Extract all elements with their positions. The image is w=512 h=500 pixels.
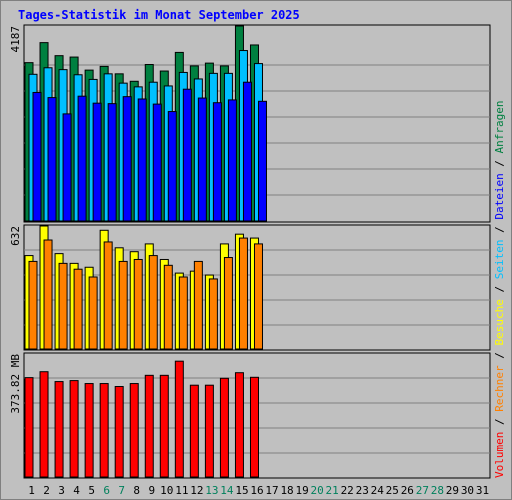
x-tick-label-7: 7 bbox=[118, 484, 125, 497]
x-tick-label-27: 27 bbox=[416, 484, 429, 497]
bar-volumen-day-10 bbox=[159, 374, 169, 478]
bar-rechner-day-14 bbox=[223, 257, 233, 350]
x-tick-label-23: 23 bbox=[356, 484, 369, 497]
bar-volumen-day-7 bbox=[114, 386, 124, 478]
x-tick-label-21: 21 bbox=[326, 484, 339, 497]
x-tick-label-20: 20 bbox=[311, 484, 324, 497]
x-tick-label-30: 30 bbox=[461, 484, 474, 497]
bar-dateien-day-11 bbox=[182, 88, 192, 222]
x-tick-label-11: 11 bbox=[175, 484, 188, 497]
x-tick-label-1: 1 bbox=[28, 484, 35, 497]
bar-volumen-day-4 bbox=[69, 380, 79, 478]
bar-dateien-day-10 bbox=[167, 111, 177, 222]
bar-dateien-day-4 bbox=[77, 95, 87, 222]
bar-dateien-day-2 bbox=[47, 97, 57, 222]
x-tick-label-28: 28 bbox=[431, 484, 444, 497]
x-tick-label-17: 17 bbox=[265, 484, 278, 497]
x-tick-label-2: 2 bbox=[43, 484, 50, 497]
bar-dateien-day-9 bbox=[152, 103, 162, 222]
bar-dateien-day-16 bbox=[257, 100, 267, 222]
x-tick-label-6: 6 bbox=[103, 484, 110, 497]
panel-frame-volume bbox=[23, 352, 491, 479]
bar-volumen-day-14 bbox=[219, 377, 229, 478]
bar-rechner-day-3 bbox=[58, 262, 68, 350]
bar-volumen-day-9 bbox=[144, 374, 154, 478]
bar-rechner-day-5 bbox=[88, 276, 98, 350]
y-max-label-volume: 373.82 MB bbox=[9, 354, 22, 414]
legend-separator: / bbox=[493, 153, 506, 173]
x-tick-label-16: 16 bbox=[250, 484, 263, 497]
bar-dateien-day-7 bbox=[122, 96, 132, 222]
bar-rechner-day-11 bbox=[178, 276, 188, 350]
x-tick-label-25: 25 bbox=[386, 484, 399, 497]
x-tick-label-12: 12 bbox=[190, 484, 203, 497]
legend-item-anfragen: Anfragen bbox=[493, 100, 506, 153]
bar-volumen-day-13 bbox=[204, 384, 214, 478]
bar-dateien-day-15 bbox=[242, 81, 252, 222]
bar-rechner-day-12 bbox=[193, 260, 203, 350]
bar-rechner-day-16 bbox=[253, 243, 263, 350]
legend-item-dateien: Dateien bbox=[493, 173, 506, 219]
x-tick-label-8: 8 bbox=[133, 484, 140, 497]
y-max-label-hits: 4187 bbox=[9, 26, 22, 53]
bar-dateien-day-1 bbox=[32, 91, 42, 222]
x-tick-label-4: 4 bbox=[73, 484, 80, 497]
chart-title: Tages-Statistik im Monat September 2025 bbox=[18, 8, 300, 22]
bar-volumen-day-1 bbox=[24, 377, 34, 478]
bar-volumen-day-3 bbox=[54, 381, 64, 478]
panel-frame-visits bbox=[23, 224, 491, 351]
x-tick-label-5: 5 bbox=[88, 484, 95, 497]
legend-item-rechner: Rechner bbox=[493, 365, 506, 412]
bar-volumen-day-11 bbox=[174, 360, 184, 478]
y-max-label-visits: 632 bbox=[9, 226, 22, 246]
bar-rechner-day-10 bbox=[163, 264, 173, 350]
legend-item-seiten: Seiten bbox=[493, 240, 506, 280]
x-tick-label-18: 18 bbox=[280, 484, 293, 497]
x-tick-label-24: 24 bbox=[371, 484, 385, 497]
bar-dateien-day-5 bbox=[92, 102, 102, 222]
x-tick-label-15: 15 bbox=[235, 484, 248, 497]
legend-separator: / bbox=[493, 346, 506, 366]
legend-separator: / bbox=[493, 279, 506, 299]
bar-volumen-day-15 bbox=[234, 372, 244, 478]
bar-rechner-day-7 bbox=[118, 260, 128, 350]
bar-volumen-day-6 bbox=[99, 383, 109, 478]
x-tick-label-29: 29 bbox=[446, 484, 459, 497]
bar-volumen-day-12 bbox=[189, 384, 199, 478]
bar-dateien-day-13 bbox=[212, 102, 222, 222]
bar-rechner-day-2 bbox=[43, 239, 53, 350]
bar-dateien-day-3 bbox=[62, 113, 72, 222]
x-tick-label-19: 19 bbox=[295, 484, 308, 497]
bar-volumen-day-8 bbox=[129, 383, 139, 478]
legend-item-volumen: Volumen bbox=[493, 432, 506, 478]
bar-dateien-day-8 bbox=[137, 98, 147, 222]
bar-rechner-day-9 bbox=[148, 255, 158, 350]
x-tick-label-31: 31 bbox=[476, 484, 489, 497]
legend-item-besuche: Besuche bbox=[493, 299, 506, 345]
bar-dateien-day-12 bbox=[197, 97, 207, 222]
bar-rechner-day-6 bbox=[103, 241, 113, 350]
bar-rechner-day-1 bbox=[28, 260, 38, 350]
x-tick-label-13: 13 bbox=[205, 484, 218, 497]
bar-volumen-day-2 bbox=[39, 371, 49, 478]
legend-separator: / bbox=[493, 412, 506, 432]
bar-rechner-day-13 bbox=[208, 278, 218, 350]
bar-volumen-day-5 bbox=[84, 383, 94, 478]
bar-dateien-day-14 bbox=[227, 99, 237, 222]
x-tick-label-3: 3 bbox=[58, 484, 65, 497]
x-tick-label-10: 10 bbox=[160, 484, 173, 497]
panel-frame-hits bbox=[23, 24, 491, 223]
bar-rechner-day-8 bbox=[133, 258, 143, 350]
x-tick-label-22: 22 bbox=[341, 484, 354, 497]
bar-volumen-day-16 bbox=[249, 376, 259, 478]
legend-separator: / bbox=[493, 220, 506, 240]
x-tick-label-26: 26 bbox=[401, 484, 414, 497]
bar-dateien-day-6 bbox=[107, 103, 117, 222]
bar-rechner-day-4 bbox=[73, 268, 83, 350]
legend: Volumen / Rechner / Besuche / Seiten / D… bbox=[493, 100, 506, 478]
bar-rechner-day-15 bbox=[238, 237, 248, 350]
x-tick-label-9: 9 bbox=[148, 484, 155, 497]
x-tick-label-14: 14 bbox=[220, 484, 234, 497]
